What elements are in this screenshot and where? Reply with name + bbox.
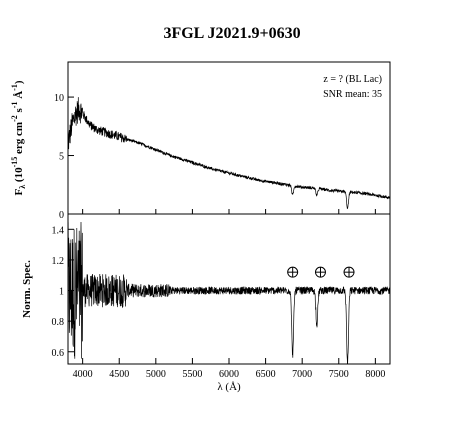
telluric-marker <box>314 266 326 278</box>
top-y-axis-label: Fλ (10-15 erg cm-2 s-1 Å-1) <box>10 80 27 195</box>
x-tick-label: 5500 <box>182 369 202 380</box>
bottom-x-ticks: 4000 4500 5000 5500 6000 6500 7000 7500 8000 <box>73 209 385 380</box>
chart-title: 3FGL J2021.9+0630 <box>163 25 300 42</box>
bottom-y-axis-label: Norm. Spec. <box>21 260 33 318</box>
telluric-markers <box>287 266 355 278</box>
x-tick-label: 6000 <box>219 369 239 380</box>
x-tick-label: 5000 <box>146 369 166 380</box>
annotation-redshift: z = ? (BL Lac) <box>323 74 382 85</box>
annotation-snr: SNR mean: 35 <box>323 89 382 100</box>
x-tick-label: 4000 <box>73 369 93 380</box>
top-spectrum-line <box>68 97 390 210</box>
top-y-tick-label: 10 <box>54 93 64 104</box>
normalized-spectrum-line <box>68 221 390 364</box>
bottom-y-tick-label: 1.4 <box>52 225 65 236</box>
top-y-tick-label: 0 <box>59 210 64 221</box>
bottom-y-tick-label: 1 <box>59 287 64 298</box>
bottom-y-tick-label: 0.6 <box>52 348 65 359</box>
x-tick-label: 4500 <box>109 369 129 380</box>
bottom-y-tick-label: 1.2 <box>52 256 65 267</box>
telluric-marker <box>287 266 299 278</box>
bottom-y-tick-label: 0.8 <box>52 317 65 328</box>
x-tick-label: 6500 <box>256 369 276 380</box>
x-axis-label: λ (Å) <box>217 381 241 393</box>
x-tick-label: 7500 <box>329 369 349 380</box>
telluric-marker <box>343 266 355 278</box>
x-tick-label: 7000 <box>292 369 312 380</box>
top-y-tick-label: 5 <box>59 152 64 163</box>
top-y-ticks: 0 5 10 <box>54 93 74 221</box>
x-tick-label: 8000 <box>365 369 385 380</box>
